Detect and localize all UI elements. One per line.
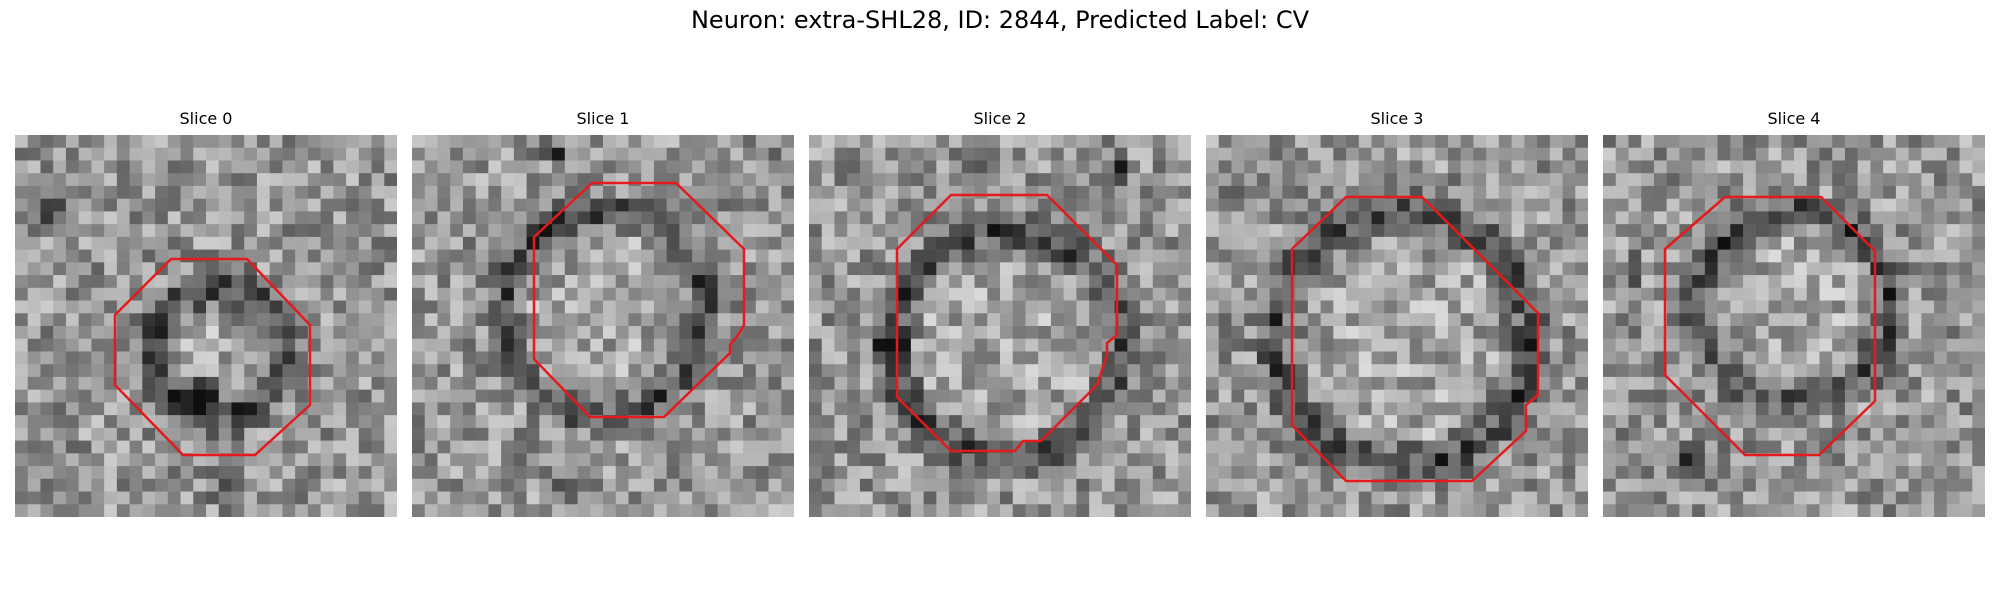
slice-panel-4: Slice 4	[1603, 109, 1985, 517]
slice-title: Slice 0	[179, 109, 233, 128]
slice-panel-1: Slice 1	[412, 109, 794, 517]
slice-panel-0: Slice 0	[15, 109, 397, 517]
slice-panel-2: Slice 2	[809, 109, 1191, 517]
slice-title: Slice 1	[576, 109, 630, 128]
slice-panel-3: Slice 3	[1206, 109, 1588, 517]
slice-image-4	[1603, 135, 1985, 517]
roi-outline	[1290, 195, 1540, 483]
slice-title: Slice 2	[973, 109, 1027, 128]
slice-title: Slice 4	[1767, 109, 1821, 128]
roi-outline	[532, 181, 746, 419]
roi-outline	[895, 193, 1119, 453]
slice-image-1	[412, 135, 794, 517]
roi-outline	[1663, 195, 1877, 457]
slice-title: Slice 3	[1370, 109, 1424, 128]
slice-image-2	[809, 135, 1191, 517]
figure-title: Neuron: extra-SHL28, ID: 2844, Predicted…	[690, 6, 1310, 34]
slice-image-0	[15, 135, 397, 517]
slice-image-3	[1206, 135, 1588, 517]
roi-outline	[113, 257, 312, 457]
